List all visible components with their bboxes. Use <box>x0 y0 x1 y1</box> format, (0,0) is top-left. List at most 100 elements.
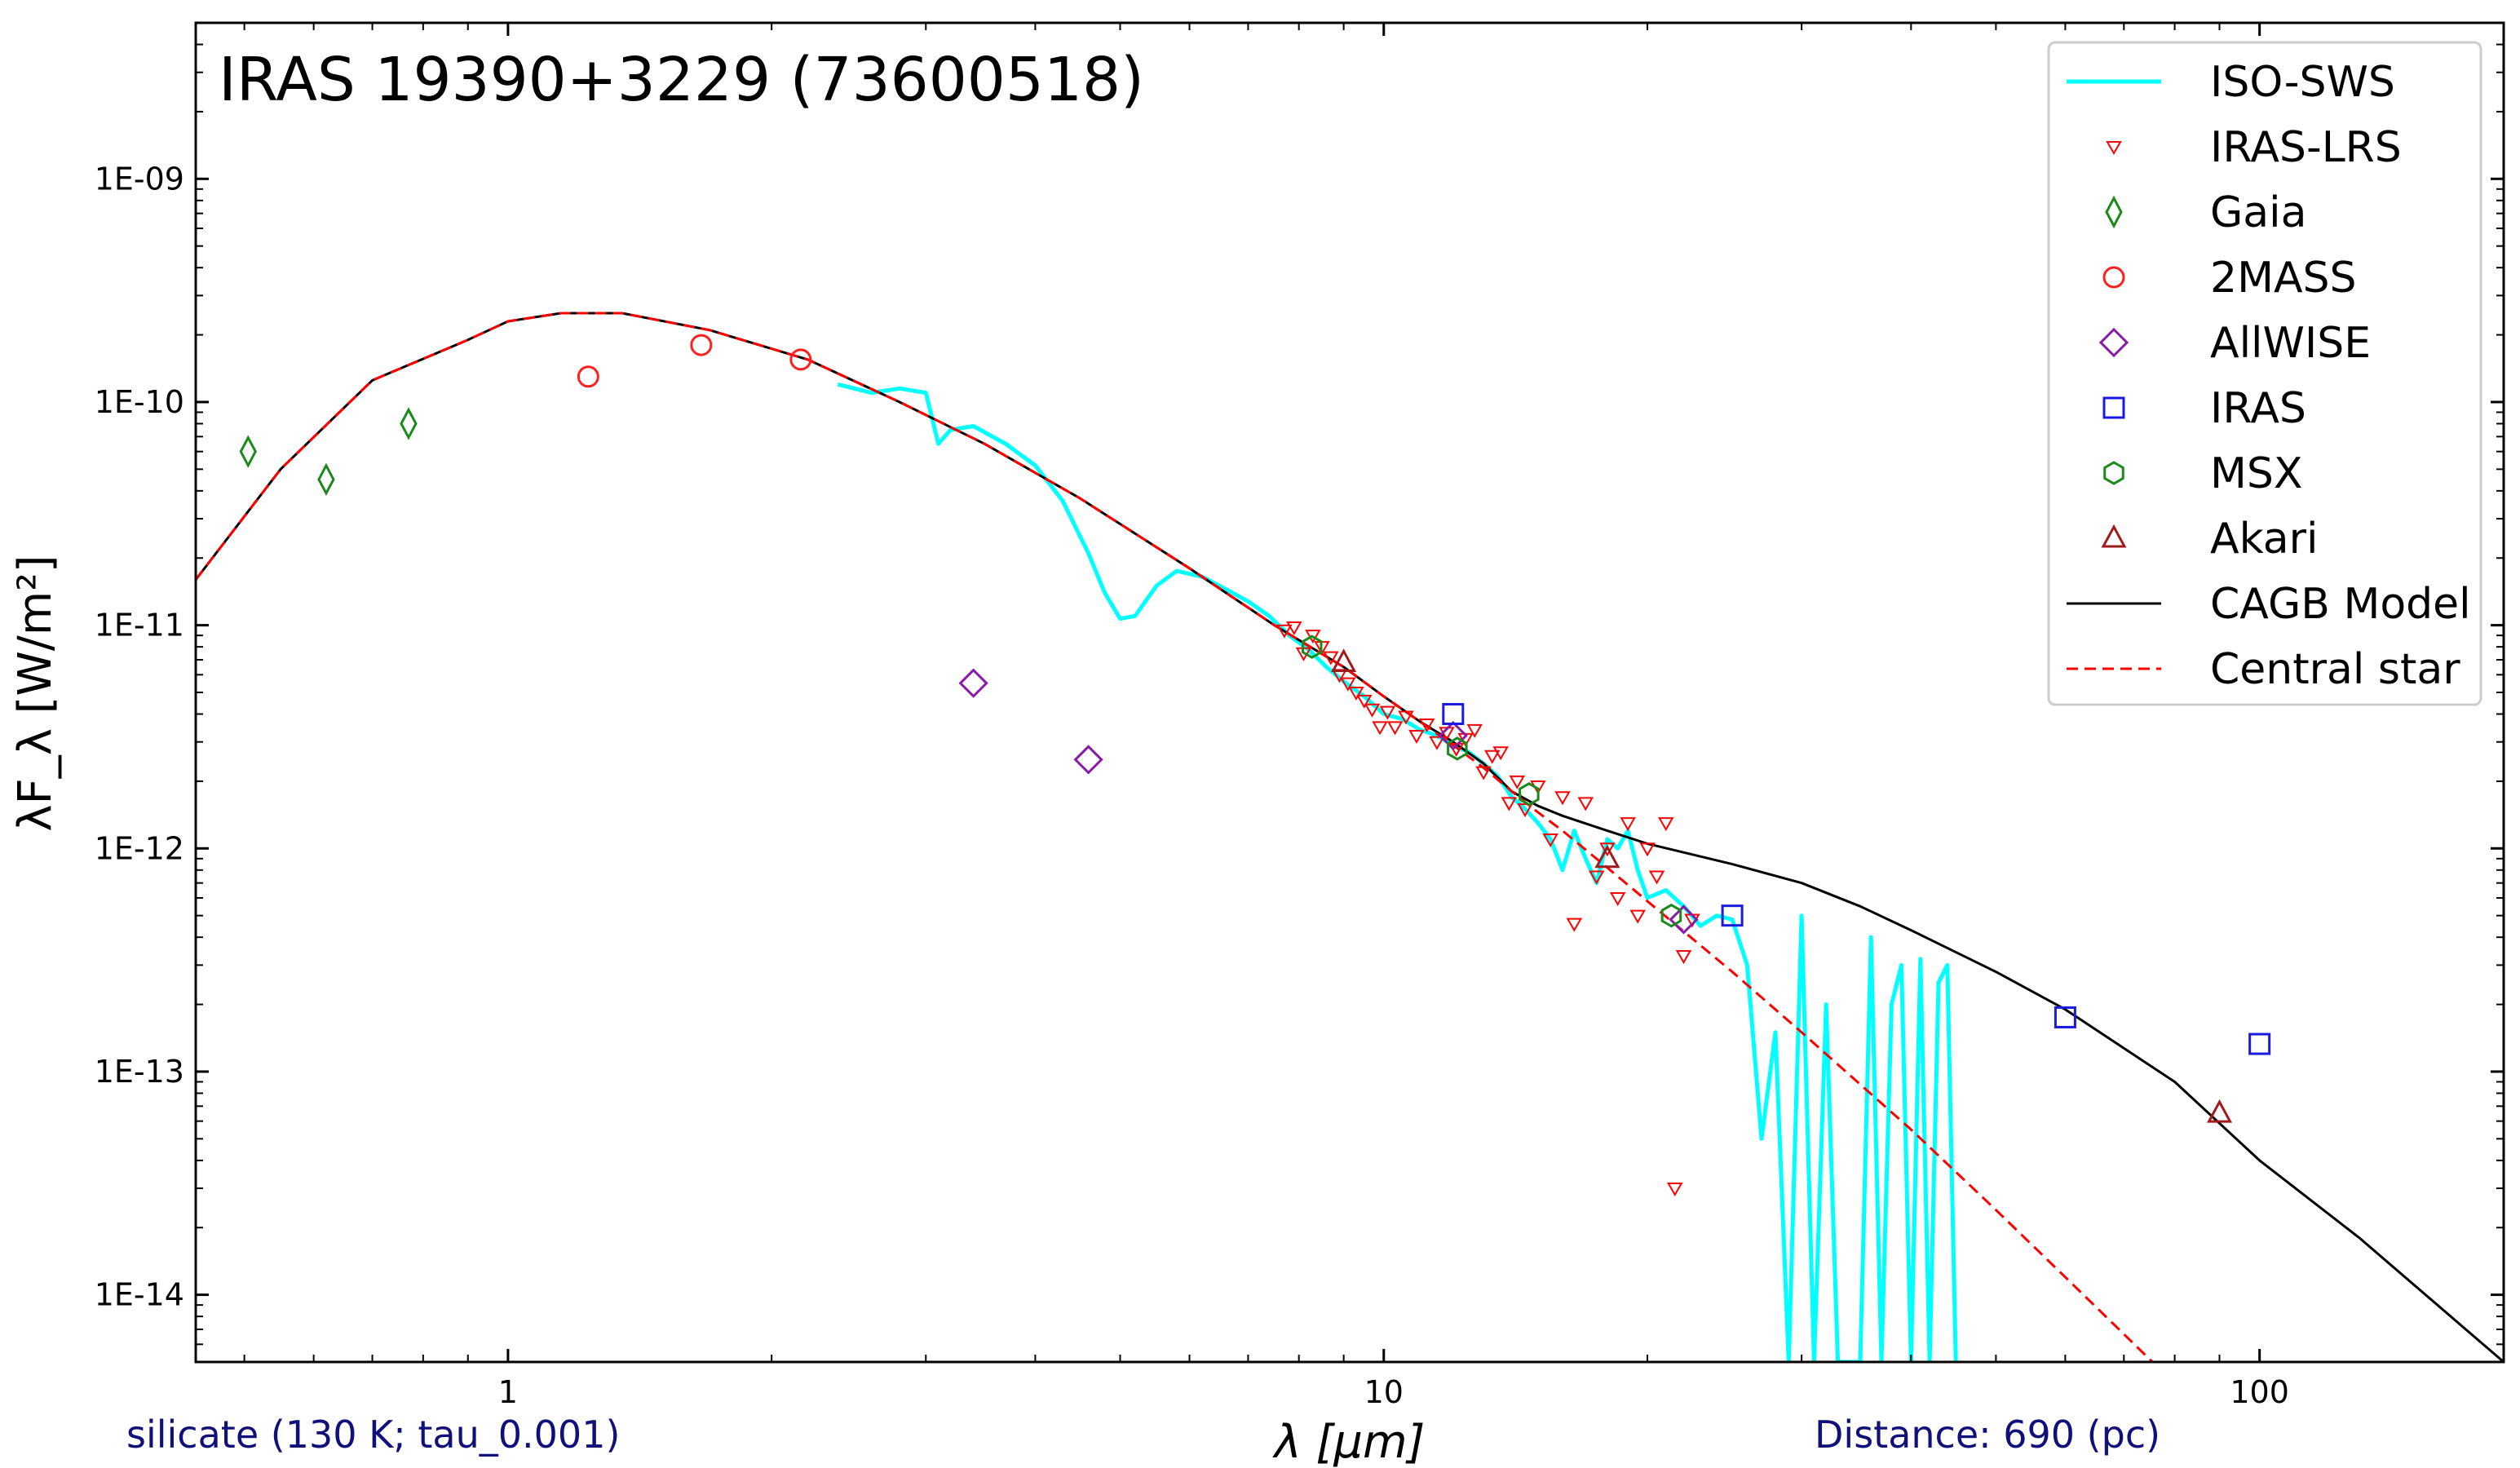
iras-lrs-point <box>1620 817 1636 832</box>
y-tick-label: 1E-12 <box>95 830 184 866</box>
msx-point <box>1519 782 1540 807</box>
iras-lrs-point <box>1639 842 1656 857</box>
legend-label-akari: Akari <box>2210 515 2318 564</box>
iras-lrs-point <box>1542 833 1558 847</box>
iras-lrs-point <box>1348 687 1364 701</box>
allwise-point <box>1669 904 1699 935</box>
legend-label-cagb-model: CAGB Model <box>2210 580 2471 629</box>
iras-lrs-point <box>1484 749 1501 764</box>
akari-markers <box>1331 648 2233 1123</box>
axes-layer: 1 10 100 1E-09 1E-10 1E-11 1E-12 1E-13 1E-14 <box>95 22 2504 1410</box>
msx-point <box>1660 903 1682 928</box>
cagb-model-line <box>196 312 2504 1362</box>
iras-lrs-point <box>1501 797 1518 811</box>
legend-swatch-iras <box>2102 396 2125 419</box>
iras-lrs-point <box>1599 842 1616 857</box>
legend-label-gaia: Gaia <box>2210 188 2306 237</box>
iras-lrs-point <box>1429 736 1445 750</box>
allwise-point <box>1438 720 1468 751</box>
akari-point <box>2206 1099 2233 1123</box>
2mass-point <box>789 348 812 371</box>
iras-lrs-point <box>1667 1183 1683 1197</box>
iras-point <box>2248 1032 2271 1055</box>
iras-lrs-point <box>1566 918 1583 932</box>
iras-lrs-point <box>1648 870 1665 885</box>
iras-point <box>1442 703 1465 726</box>
2mass-markers <box>577 334 812 388</box>
legend-items: ISO-SWS IRAS-LRS Gaia 2MASS AllWISE IRAS MSX Ak… <box>2067 58 2471 694</box>
footnote-distance: Distance: 690 (pc) <box>1815 1413 2160 1457</box>
legend-swatch-msx <box>2103 461 2124 485</box>
legend-swatch-gaia <box>2105 195 2123 229</box>
iras-lrs-point <box>1589 870 1605 885</box>
legend-box <box>2047 41 2482 706</box>
iras-lrs-point <box>1577 797 1594 811</box>
gaia-point <box>317 462 335 497</box>
legend-label-iras: IRAS <box>2210 384 2306 433</box>
x-tick-label: 10 <box>1364 1374 1404 1410</box>
x-tick-label: 100 <box>2230 1374 2289 1410</box>
allwise-point <box>1073 745 1103 775</box>
y-tick-label: 1E-09 <box>95 161 184 197</box>
y-tick-label: 1E-14 <box>95 1277 184 1313</box>
legend-swatch-2mass <box>2102 266 2125 289</box>
y-tick-label: 1E-13 <box>95 1054 184 1090</box>
legend-swatch-akari <box>2101 524 2127 548</box>
legend-label-iras-lrs: IRAS-LRS <box>2210 123 2402 172</box>
iras-lrs-point <box>1475 766 1492 780</box>
iras-lrs-point <box>1466 723 1483 738</box>
legend-label-allwise: AllWISE <box>2210 319 2371 368</box>
x-tick-label: 1 <box>498 1374 518 1410</box>
iras-lrs-point <box>1379 705 1396 720</box>
legend-label-msx: MSX <box>2210 449 2303 498</box>
chart-title: IRAS 19390+3229 (73600518) <box>219 45 1144 115</box>
iras-point <box>2054 1006 2076 1028</box>
gaia-point <box>400 407 418 440</box>
2mass-point <box>577 365 599 388</box>
iras-lrs-point <box>1408 730 1425 745</box>
legend-swatch-allwise <box>2098 327 2129 358</box>
msx-point <box>1301 635 1323 659</box>
msx-point <box>1447 736 1468 761</box>
msx-markers <box>1301 635 1682 928</box>
legend-swatch-iras-lrs <box>2106 141 2122 156</box>
y-tick-label: 1E-10 <box>95 384 184 420</box>
iras-lrs-point <box>1675 950 1692 965</box>
iras-lrs-point <box>1492 746 1509 761</box>
gaia-markers <box>239 407 418 497</box>
legend-label-central-star: Central star <box>2210 645 2460 694</box>
iras-point <box>1721 904 1744 927</box>
iras-lrs-point <box>1386 721 1404 736</box>
akari-point <box>1594 844 1620 869</box>
iras-lrs-point <box>1629 909 1646 924</box>
iras-lrs-point <box>1276 624 1293 639</box>
iras-lrs-point <box>1372 721 1388 736</box>
series-layer <box>196 312 2504 1362</box>
2mass-point <box>690 334 713 356</box>
iras-lrs-point <box>1658 817 1674 832</box>
y-tick-label: 1E-11 <box>95 608 184 643</box>
legend: ISO-SWS IRAS-LRS Gaia 2MASS AllWISE IRAS MSX Ak… <box>2047 41 2482 706</box>
iras-lrs-point <box>1286 621 1302 636</box>
allwise-point <box>958 668 988 698</box>
gaia-point <box>239 435 257 468</box>
iras-lrs-point <box>1356 694 1373 709</box>
akari-point <box>1331 648 1357 672</box>
iras-lrs-point <box>1554 791 1571 806</box>
iso-sws-line <box>837 382 1958 1362</box>
iras-lrs-point <box>1398 710 1414 725</box>
iras-lrs-point <box>1509 775 1526 789</box>
central-star-line <box>196 312 2155 1362</box>
iras-lrs-point <box>1364 703 1381 718</box>
iras-lrs-point <box>1323 651 1339 665</box>
iras-lrs-point <box>1418 719 1435 733</box>
legend-label-2mass: 2MASS <box>2210 254 2357 303</box>
iras-lrs-point <box>1517 803 1533 818</box>
footnote-dust: silicate (130 K; tau_0.001) <box>126 1413 620 1457</box>
allwise-markers <box>958 668 1699 935</box>
iras-lrs-point <box>1340 677 1356 692</box>
iras-lrs-point <box>1609 891 1626 907</box>
y-axis-title: λF_λ [W/m²] <box>9 555 62 831</box>
iras-markers <box>1442 703 2271 1055</box>
